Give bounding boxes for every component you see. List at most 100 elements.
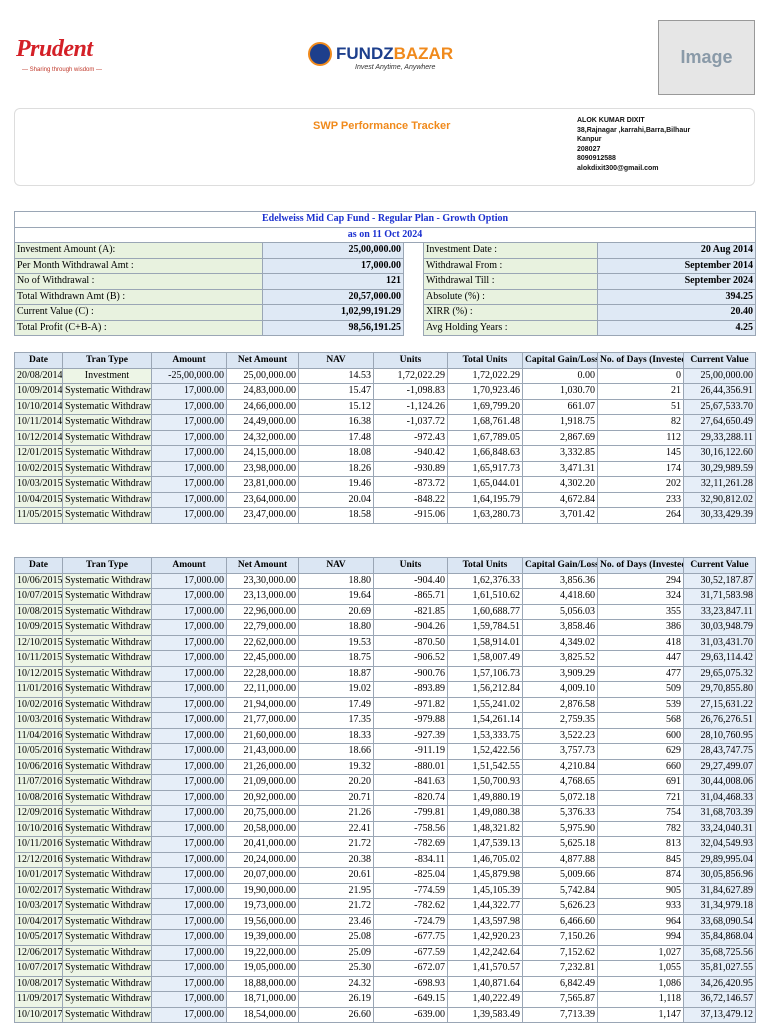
table-cell: 18,71,000.00: [226, 991, 299, 1008]
table-cell: 17,000.00: [151, 727, 227, 744]
table-cell: 23,30,000.00: [226, 572, 299, 589]
table-cell: 34,26,420.95: [683, 975, 756, 992]
address-line: alokdixit300@gmail.com: [577, 164, 659, 172]
table-cell: 5,626.23: [522, 898, 598, 915]
table-cell: 1,47,539.13: [447, 836, 523, 853]
table-cell: 23,81,000.00: [226, 476, 299, 493]
table-cell: Systematic Withdrawal: [62, 429, 152, 446]
table-cell: 4,302.20: [522, 476, 598, 493]
table-cell: 294: [597, 572, 684, 589]
table-cell: 22,96,000.00: [226, 603, 299, 620]
table-cell: 21,94,000.00: [226, 696, 299, 713]
table-cell: -971.82: [373, 696, 448, 713]
table-cell: 17,000.00: [151, 383, 227, 400]
table-cell: 1,44,322.77: [447, 898, 523, 915]
table-cell: 691: [597, 774, 684, 791]
table-row: 12/01/2015 Systematic Withdrawal 17,000.00…: [14, 445, 756, 462]
table-cell: 12/09/2016: [14, 805, 63, 822]
summary-row: Investment Amount (A): 25,00,000.00 Invest…: [14, 242, 757, 259]
table-cell: 29,70,855.80: [683, 681, 756, 698]
table-row: 10/04/2015 Systematic Withdrawal 17,000.00…: [14, 491, 756, 508]
table-row: 10/04/2017 Systematic Withdrawal 17,000.00…: [14, 913, 756, 930]
table-cell: -865.71: [373, 588, 448, 605]
table-cell: 23.46: [298, 913, 374, 930]
column-header: No. of Days (Invested): [597, 352, 684, 369]
summary-value: 20 Aug 2014: [596, 242, 757, 259]
table-cell: 21,60,000.00: [226, 727, 299, 744]
table-cell: 36,72,146.57: [683, 991, 756, 1008]
table-cell: Systematic Withdrawal: [62, 743, 152, 760]
table-cell: 20,41,000.00: [226, 836, 299, 853]
table-cell: 19,90,000.00: [226, 882, 299, 899]
table-cell: Investment: [62, 367, 152, 384]
table-cell: 1,086: [597, 975, 684, 992]
table-cell: 10/02/2017: [14, 882, 63, 899]
table-cell: 29,65,075.32: [683, 665, 756, 682]
table-row: 10/09/2015 Systematic Withdrawal 17,000.00…: [14, 619, 756, 636]
table-cell: 3,471.31: [522, 460, 598, 477]
column-header: NAV: [298, 557, 374, 574]
table-cell: 874: [597, 867, 684, 884]
table-cell: 10/03/2017: [14, 898, 63, 915]
table-cell: 31,84,627.89: [683, 882, 756, 899]
table-row: 10/07/2015 Systematic Withdrawal 17,000.00…: [14, 588, 756, 605]
table-cell: 30,44,008.06: [683, 774, 756, 791]
brand-tagline: — Sharing through wisdom —: [22, 67, 103, 73]
table-row: 10/11/2016 Systematic Withdrawal 17,000.00…: [14, 836, 756, 853]
table-cell: 10/10/2017: [14, 1006, 63, 1023]
table-cell: Systematic Withdrawal: [62, 975, 152, 992]
table-cell: Systematic Withdrawal: [62, 712, 152, 729]
table-row: 11/05/2015 Systematic Withdrawal 17,000.00…: [14, 507, 756, 524]
table-cell: 174: [597, 460, 684, 477]
table-cell: 17,000.00: [151, 476, 227, 493]
table-row: 10/08/2017 Systematic Withdrawal 17,000.00…: [14, 975, 756, 992]
table-cell: 7,150.26: [522, 929, 598, 946]
table-cell: 24,32,000.00: [226, 429, 299, 446]
table-cell: 1,65,044.01: [447, 476, 523, 493]
table-cell: -1,098.83: [373, 383, 448, 400]
table-cell: 17,000.00: [151, 898, 227, 915]
table-cell: 20,58,000.00: [226, 820, 299, 837]
table-cell: 629: [597, 743, 684, 760]
table-cell: 10/04/2017: [14, 913, 63, 930]
table-cell: 1,53,333.75: [447, 727, 523, 744]
table-cell: 12/12/2016: [14, 851, 63, 868]
summary-row: No of Withdrawal :121 Withdrawal Till : Se…: [14, 273, 757, 290]
table-cell: -911.19: [373, 743, 448, 760]
table-cell: 20,92,000.00: [226, 789, 299, 806]
table-cell: -873.72: [373, 476, 448, 493]
table-cell: 24.32: [298, 975, 374, 992]
table-row: 10/06/2016 Systematic Withdrawal 17,000.00…: [14, 758, 756, 775]
table-cell: -758.56: [373, 820, 448, 837]
table-cell: 19.02: [298, 681, 374, 698]
table-cell: 10/02/2016: [14, 696, 63, 713]
table-cell: 6,466.60: [522, 913, 598, 930]
table-cell: 5,975.90: [522, 820, 598, 837]
table-cell: 18.80: [298, 619, 374, 636]
column-header: Units: [373, 352, 448, 369]
table-cell: 7,232.81: [522, 960, 598, 977]
table-cell: 11/04/2016: [14, 727, 63, 744]
table-cell: 17,000.00: [151, 789, 227, 806]
table-row: 11/01/2016 Systematic Withdrawal 17,000.00…: [14, 681, 756, 698]
table-cell: 5,376.33: [522, 805, 598, 822]
table-cell: 19,05,000.00: [226, 960, 299, 977]
spacer: [403, 320, 424, 336]
table-cell: 17,000.00: [151, 913, 227, 930]
table-cell: 3,909.29: [522, 665, 598, 682]
table-cell: 10/12/2015: [14, 665, 63, 682]
column-header: Units: [373, 557, 448, 574]
table-cell: 32,11,261.28: [683, 476, 756, 493]
table-cell: 17.48: [298, 429, 374, 446]
table-cell: 0.00: [522, 367, 598, 384]
table-cell: -25,00,000.00: [151, 367, 227, 384]
table-cell: 905: [597, 882, 684, 899]
table-cell: 20.71: [298, 789, 374, 806]
table-cell: 19.64: [298, 588, 374, 605]
table-cell: 17,000.00: [151, 1006, 227, 1023]
table-row: 10/03/2016 Systematic Withdrawal 17,000.00…: [14, 712, 756, 729]
table-row: 10/12/2014 Systematic Withdrawal 17,000.00…: [14, 429, 756, 446]
table-cell: 1,39,583.49: [447, 1006, 523, 1023]
table-cell: 20.04: [298, 491, 374, 508]
table-cell: 933: [597, 898, 684, 915]
